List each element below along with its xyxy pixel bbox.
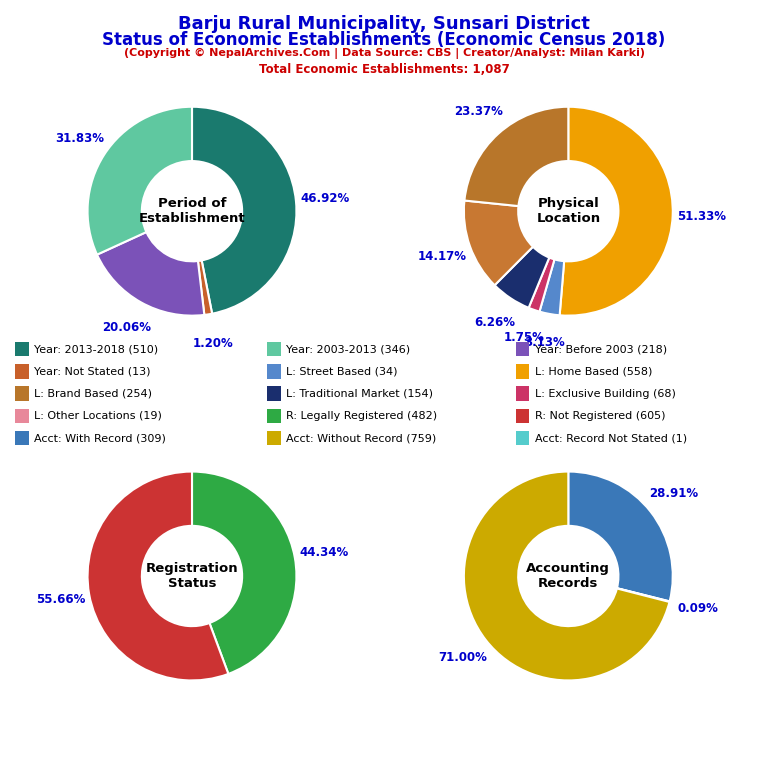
Text: (Copyright © NepalArchives.Com | Data Source: CBS | Creator/Analyst: Milan Karki: (Copyright © NepalArchives.Com | Data So… [124, 48, 644, 59]
Text: 23.37%: 23.37% [455, 105, 503, 118]
Text: L: Traditional Market (154): L: Traditional Market (154) [286, 389, 433, 399]
FancyBboxPatch shape [15, 431, 28, 445]
Text: Year: Before 2003 (218): Year: Before 2003 (218) [535, 344, 667, 354]
Text: R: Legally Registered (482): R: Legally Registered (482) [286, 411, 437, 421]
Text: 14.17%: 14.17% [418, 250, 467, 263]
Text: 28.91%: 28.91% [649, 487, 698, 500]
FancyBboxPatch shape [267, 364, 281, 379]
Text: L: Brand Based (254): L: Brand Based (254) [34, 389, 152, 399]
Wedge shape [464, 200, 533, 285]
Text: L: Home Based (558): L: Home Based (558) [535, 366, 652, 376]
Text: Barju Rural Municipality, Sunsari District: Barju Rural Municipality, Sunsari Distri… [178, 15, 590, 33]
Text: 31.83%: 31.83% [55, 132, 104, 145]
Text: Year: 2013-2018 (510): Year: 2013-2018 (510) [34, 344, 158, 354]
Wedge shape [560, 107, 673, 316]
Text: 3.13%: 3.13% [524, 336, 564, 349]
FancyBboxPatch shape [516, 364, 529, 379]
Text: Acct: Record Not Stated (1): Acct: Record Not Stated (1) [535, 433, 687, 443]
Text: 46.92%: 46.92% [300, 192, 349, 205]
Text: Total Economic Establishments: 1,087: Total Economic Establishments: 1,087 [259, 63, 509, 76]
Text: 1.20%: 1.20% [193, 336, 233, 349]
FancyBboxPatch shape [267, 342, 281, 356]
Text: Period of
Establishment: Period of Establishment [139, 197, 245, 225]
FancyBboxPatch shape [516, 342, 529, 356]
Text: Year: 2003-2013 (346): Year: 2003-2013 (346) [286, 344, 410, 354]
Wedge shape [528, 257, 554, 312]
Text: Acct: Without Record (759): Acct: Without Record (759) [286, 433, 436, 443]
Text: Accounting
Records: Accounting Records [526, 562, 611, 590]
FancyBboxPatch shape [267, 409, 281, 423]
FancyBboxPatch shape [15, 409, 28, 423]
Wedge shape [495, 247, 549, 308]
Text: R: Not Registered (605): R: Not Registered (605) [535, 411, 665, 421]
Text: 20.06%: 20.06% [102, 321, 151, 334]
Text: L: Street Based (34): L: Street Based (34) [286, 366, 398, 376]
Text: 0.09%: 0.09% [677, 602, 718, 615]
Wedge shape [539, 260, 564, 316]
Text: Physical
Location: Physical Location [536, 197, 601, 225]
Text: 71.00%: 71.00% [439, 651, 487, 664]
Text: 1.75%: 1.75% [504, 331, 545, 344]
Wedge shape [568, 472, 673, 601]
FancyBboxPatch shape [15, 386, 28, 401]
Wedge shape [192, 472, 296, 674]
FancyBboxPatch shape [516, 409, 529, 423]
FancyBboxPatch shape [267, 431, 281, 445]
Text: 6.26%: 6.26% [474, 316, 515, 329]
FancyBboxPatch shape [15, 364, 28, 379]
FancyBboxPatch shape [516, 431, 529, 445]
Wedge shape [88, 472, 228, 680]
FancyBboxPatch shape [267, 386, 281, 401]
Wedge shape [192, 107, 296, 313]
Wedge shape [617, 588, 670, 602]
Text: Registration
Status: Registration Status [146, 562, 238, 590]
Text: 44.34%: 44.34% [299, 546, 348, 559]
Text: L: Exclusive Building (68): L: Exclusive Building (68) [535, 389, 675, 399]
Text: 51.33%: 51.33% [677, 210, 727, 223]
Wedge shape [198, 260, 212, 315]
FancyBboxPatch shape [516, 386, 529, 401]
FancyBboxPatch shape [15, 342, 28, 356]
Text: L: Other Locations (19): L: Other Locations (19) [34, 411, 162, 421]
Text: Acct: With Record (309): Acct: With Record (309) [34, 433, 166, 443]
Text: Year: Not Stated (13): Year: Not Stated (13) [34, 366, 151, 376]
Wedge shape [88, 107, 192, 255]
Wedge shape [97, 232, 204, 316]
Text: 55.66%: 55.66% [36, 593, 85, 606]
Wedge shape [464, 472, 670, 680]
Text: Status of Economic Establishments (Economic Census 2018): Status of Economic Establishments (Econo… [102, 31, 666, 48]
Wedge shape [465, 107, 568, 206]
